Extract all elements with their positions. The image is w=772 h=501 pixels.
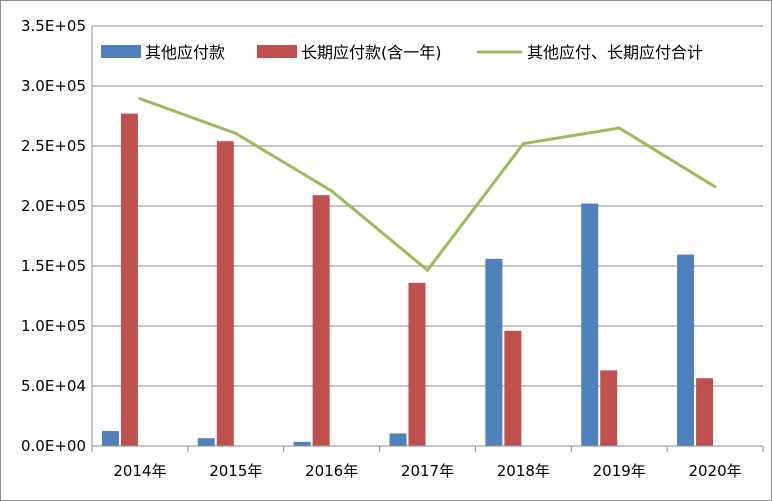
bar-other-payables [389,433,407,446]
bar-long-term-payables [408,282,426,446]
y-tick-label: 0.0E+00 [21,437,86,455]
line-point [426,268,429,272]
legend-label: 长期应付款(含一年) [301,43,442,62]
y-tick-label: 2.5E+05 [21,137,86,155]
bar-other-payables [197,438,215,446]
bars [101,113,714,446]
y-tick-label: 2.0E+05 [21,197,86,215]
bar-other-payables [677,254,695,446]
x-tick-label: 2016年 [305,462,358,480]
line-point [234,131,238,135]
bar-long-term-payables [120,113,138,446]
x-tick-label: 2015年 [209,462,262,480]
bar-other-payables [581,203,599,446]
x-tick-label: 2014年 [113,462,166,480]
legend-label: 其他应付款 [145,43,225,62]
y-tick-label: 3.0E+05 [21,77,86,95]
line-point [617,126,621,130]
line-point [521,142,525,146]
bar-other-payables [293,441,311,446]
legend: 其他应付款 长期应付款(含一年) 其他应付、长期应付合计 [101,43,703,62]
y-tick-label: 1.5E+05 [21,257,86,275]
gridlines [92,25,763,387]
legend-swatch [101,45,141,58]
legend-swatch [257,45,297,58]
y-tick-label: 5.0E+04 [21,377,86,395]
x-tick-label: 2019年 [593,462,646,480]
y-tick-label: 3.5E+05 [21,17,86,35]
y-tick-label: 1.0E+05 [21,317,86,335]
legend-label: 其他应付、长期应付合计 [527,43,703,62]
bar-long-term-payables [600,370,618,446]
bar-long-term-payables [504,330,522,446]
bar-other-payables [485,258,503,446]
axes: 0.0E+00 5.0E+04 1.0E+05 1.5E+05 2.0E+05 2.5E+… [21,17,764,480]
x-tick-label: 2020年 [688,462,741,480]
bar-other-payables [101,431,119,446]
line-point [713,185,717,189]
bar-long-term-payables [312,195,330,446]
bar-long-term-payables [216,141,234,446]
line-series [138,97,717,272]
line-point [330,189,334,193]
line-point [138,97,142,101]
bar-long-term-payables [696,378,714,446]
x-tick-label: 2017年 [401,462,454,480]
x-tick-label: 2018年 [497,462,550,480]
